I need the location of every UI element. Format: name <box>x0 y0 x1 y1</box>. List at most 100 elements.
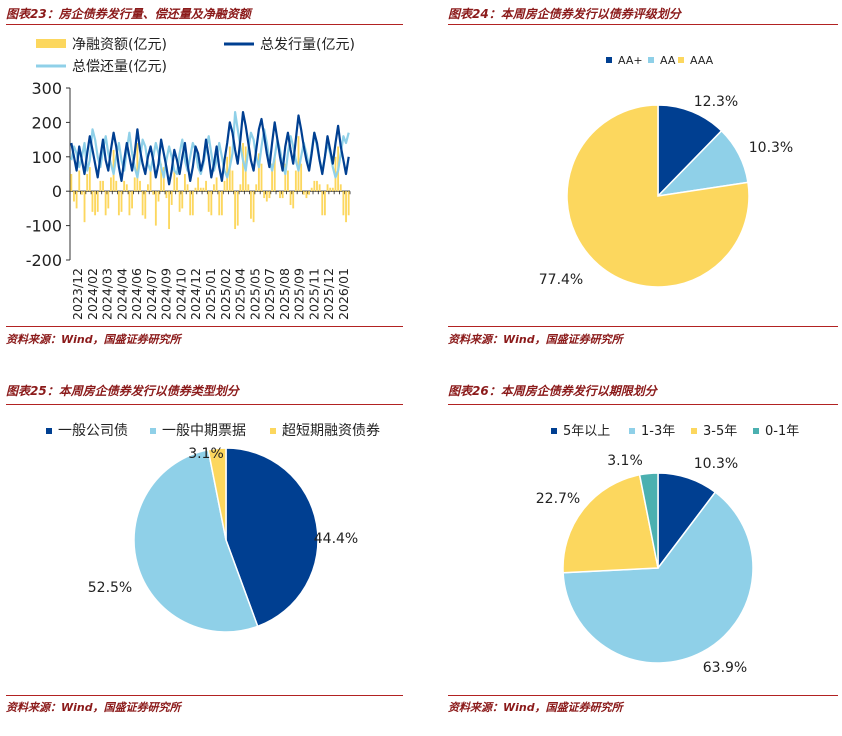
pie-slice-label: 3.1% <box>188 446 224 462</box>
net-financing-bar <box>347 191 350 216</box>
net-financing-bar <box>247 184 250 192</box>
net-financing-bar <box>234 191 237 230</box>
net-financing-bar <box>289 191 292 205</box>
net-financing-bar <box>294 170 297 192</box>
net-financing-bar <box>263 191 266 199</box>
net-financing-bar <box>154 191 157 226</box>
net-financing-bar <box>181 191 184 209</box>
x-tick-label: 2025/05 <box>247 268 262 320</box>
chart-title: 图表24：本周房企债券发行以债券评级划分 <box>448 7 681 21</box>
x-tick-label: 2024/06 <box>129 268 144 320</box>
maturity-pie-chart: 10.3% 63.9% 22.7% 3.1% 5年以上 1-3年 3-5年 0-1年 <box>536 424 799 676</box>
net-financing-bar <box>207 191 210 212</box>
net-financing-bar <box>178 191 181 212</box>
pie-slice <box>133 448 259 633</box>
x-tick-label: 2024/03 <box>100 268 115 320</box>
legend-label: AA+ <box>618 54 643 67</box>
type-pie-chart: 44.4% 52.5% 3.1% 一般公司债 一般中期票据 超短期融资债券 <box>46 423 380 633</box>
source-rule <box>448 326 838 327</box>
pie-slice-label: 77.4% <box>539 272 583 288</box>
chart-title: 图表25：本周房企债券发行以债券类型划分 <box>6 384 239 398</box>
x-tick-label: 2025/01 <box>203 268 218 320</box>
net-financing-bar <box>141 191 144 216</box>
net-financing-bar <box>202 187 205 192</box>
x-tick-label: 2025/08 <box>277 268 292 320</box>
net-financing-bar <box>88 167 91 192</box>
x-tick-label: 2025/09 <box>292 268 307 320</box>
net-financing-bar <box>133 177 136 192</box>
legend-label: 总偿还量(亿元) <box>72 59 167 75</box>
chart-legend: 净融资额(亿元) 总发行量(亿元) 总偿还量(亿元) <box>36 37 355 75</box>
net-financing-bar <box>255 184 258 192</box>
net-financing-bar <box>316 180 318 192</box>
net-financing-bar <box>215 177 218 192</box>
legend-label: 5年以上 <box>563 424 610 439</box>
net-financing-bar <box>189 191 192 216</box>
net-financing-bar <box>292 191 295 209</box>
pie-legend: AA+ AA AAA <box>606 54 714 67</box>
net-financing-bar <box>186 184 189 192</box>
net-financing-bar <box>218 191 221 216</box>
legend-label: 总发行量(亿元) <box>260 37 355 53</box>
panel-type-pie: 图表25：本周房企债券发行以债券类型划分 44.4% 52.5% 3.1% 一般公司债… <box>6 380 406 730</box>
net-financing-bar <box>339 184 342 192</box>
y-tick-label: -200 <box>26 251 62 270</box>
net-financing-bar <box>284 163 287 192</box>
net-financing-bar <box>205 180 207 192</box>
y-tick-label: -100 <box>26 217 62 236</box>
y-tick-label: 300 <box>31 79 62 98</box>
net-financing-bar <box>176 177 178 192</box>
pie-slice-label: 44.4% <box>314 531 358 547</box>
net-financing-bar <box>231 170 234 192</box>
pie-slice <box>562 491 754 664</box>
net-financing-bar <box>117 191 120 216</box>
legend-swatch <box>753 428 759 434</box>
net-financing-bar <box>86 174 89 192</box>
net-financing-bar <box>331 187 334 192</box>
pie-slice <box>657 104 723 198</box>
net-financing-bar <box>300 163 303 192</box>
net-financing-bar <box>321 191 324 216</box>
x-tick-label: 2024/02 <box>85 268 100 320</box>
net-financing-bar <box>213 184 215 192</box>
legend-swatch <box>648 57 654 63</box>
pie-slice-label: 52.5% <box>88 580 132 596</box>
pie-slice-label: 63.9% <box>703 660 747 676</box>
x-tick-label: 2025/02 <box>218 268 233 320</box>
net-financing-bar <box>149 167 152 192</box>
x-tick-label: 2024/09 <box>159 268 174 320</box>
pie-slice-label: 12.3% <box>694 94 738 110</box>
net-financing-bar <box>223 180 226 192</box>
title-rule <box>448 24 838 25</box>
net-financing-bar <box>91 191 94 212</box>
pie-slice <box>566 104 750 288</box>
x-tick-label: 2026/01 <box>336 268 351 320</box>
net-financing-bar <box>345 191 347 223</box>
y-tick-label: 100 <box>31 148 62 167</box>
net-financing-bar <box>273 156 276 192</box>
chart-source: 资料来源：Wind，国盛证券研究所 <box>6 701 181 714</box>
net-financing-bar <box>110 177 112 192</box>
net-financing-bar <box>73 191 75 202</box>
x-tick-label: 2025/04 <box>233 268 248 320</box>
legend-label: 1-3年 <box>641 424 675 439</box>
net-financing-bar <box>326 184 329 192</box>
x-tick-label: 2025/12 <box>321 268 336 320</box>
x-tick-label: 2025/07 <box>262 268 277 320</box>
net-financing-bar <box>297 136 300 192</box>
panel-maturity-pie: 图表26：本周房企债券发行以期限划分 10.3% 63.9% 22.7% 3.1% 5年… <box>448 380 838 730</box>
net-financing-bar <box>136 143 139 192</box>
chart-title: 图表23：房企债券发行量、偿还量及净融资额 <box>6 7 251 21</box>
legend-label: 0-1年 <box>765 424 799 439</box>
net-financing-bar <box>104 191 107 216</box>
net-financing-bar <box>168 191 170 230</box>
title-rule <box>6 404 403 405</box>
net-financing-bar <box>313 180 316 192</box>
net-financing-bar <box>281 191 284 199</box>
legend-label: 净融资额(亿元) <box>72 37 167 53</box>
x-tick-label: 2025/11 <box>306 268 321 320</box>
net-financing-bar <box>191 191 194 216</box>
x-tick-label: 2024/07 <box>144 268 159 320</box>
pie-legend: 一般公司债 一般中期票据 超短期融资债券 <box>46 423 380 439</box>
